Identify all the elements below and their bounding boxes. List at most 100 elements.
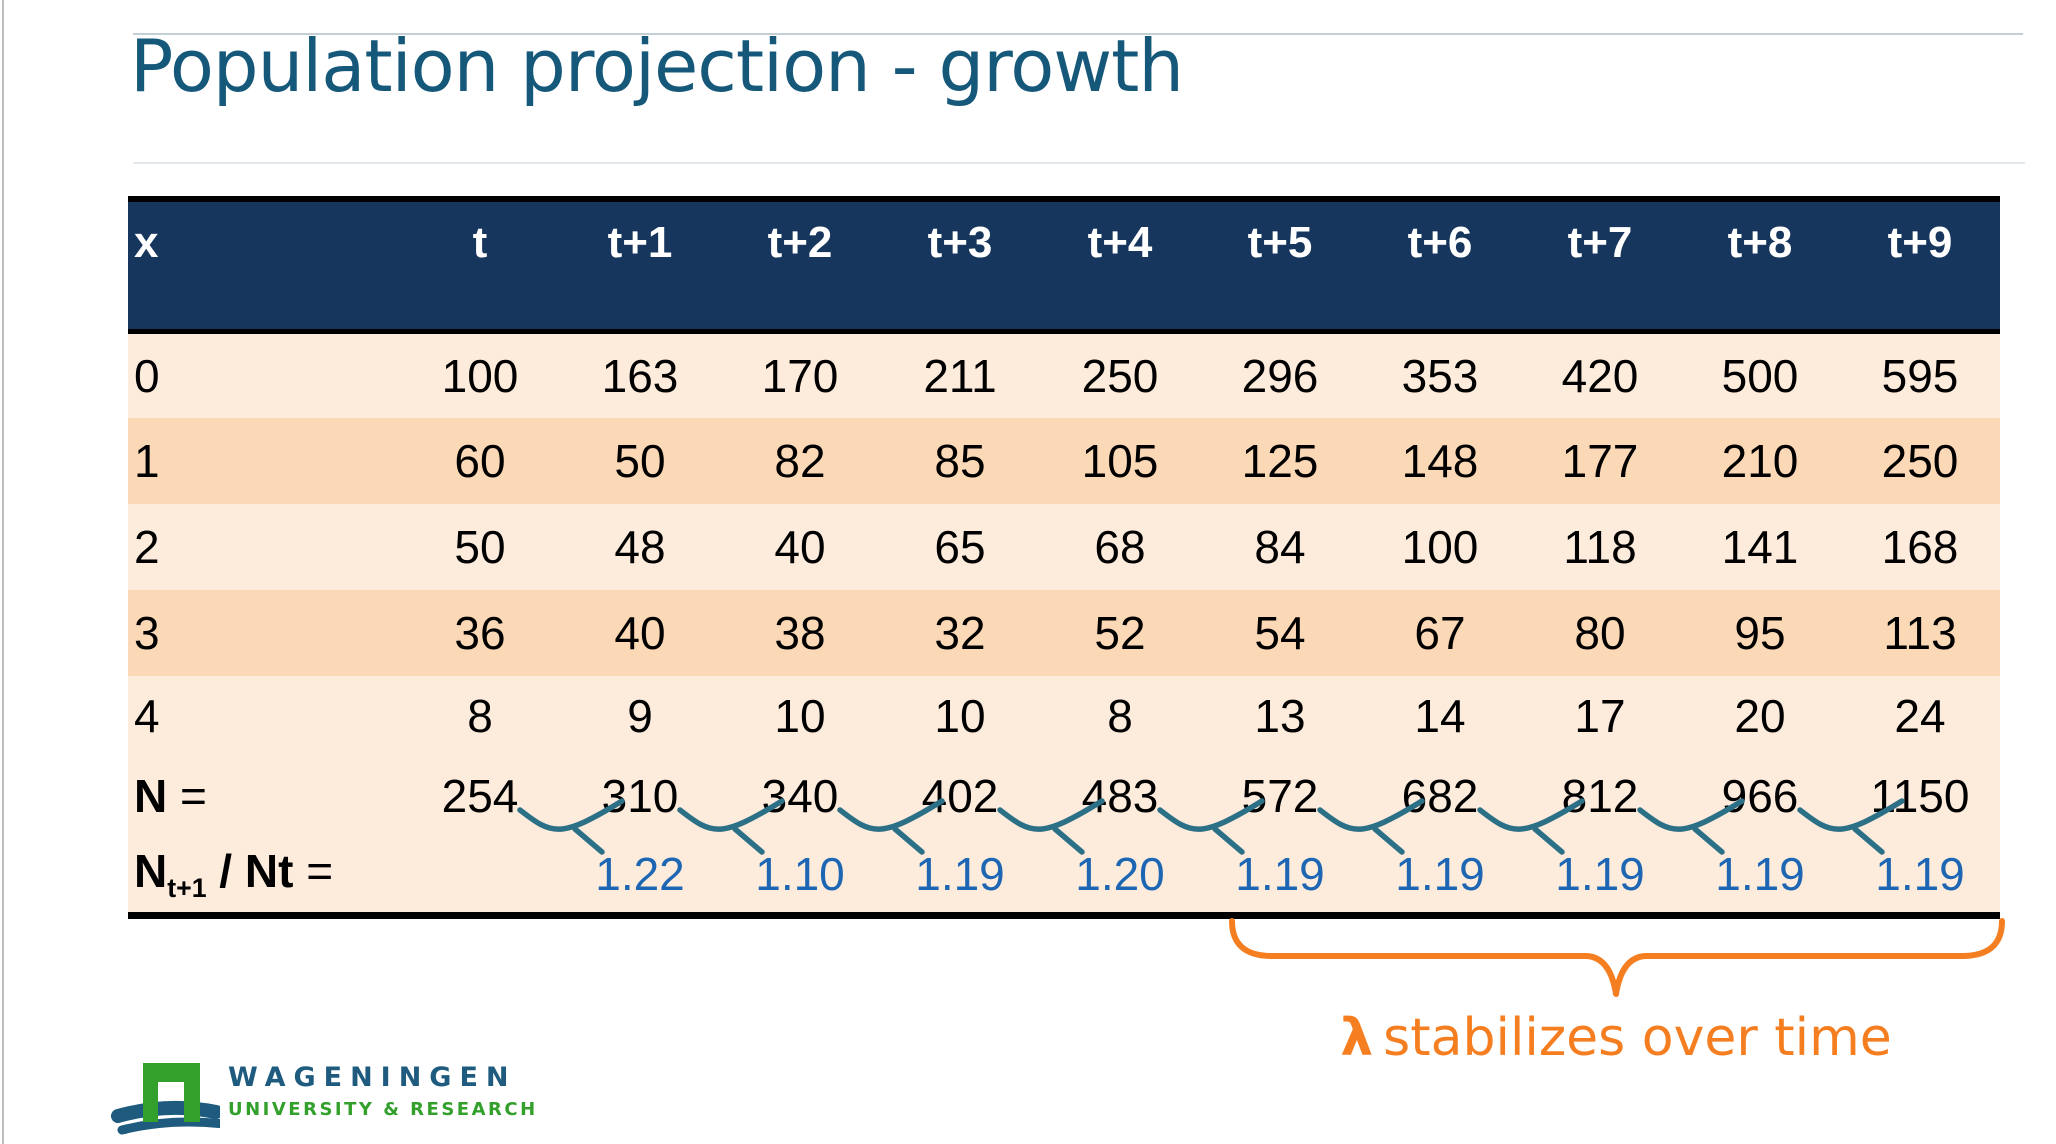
table-header-row: x t t+1 t+2 t+3 t+4 t+5 t+6 t+7 t+8 t+9 <box>128 199 2000 334</box>
title-rule-top <box>133 33 2023 35</box>
table-cell: 1.19 <box>1715 847 1805 900</box>
column-header-t+2: t+2 <box>720 199 880 334</box>
table-cell: 812 <box>1561 769 1639 822</box>
column-header-t+6: t+6 <box>1360 199 1520 334</box>
table-cell: 1.20 <box>1075 847 1165 900</box>
table-cell: 595 <box>1881 349 1959 402</box>
table-cell: 100 <box>1401 520 1479 573</box>
table-cell: 20 <box>1734 689 1786 742</box>
table-row: 1 60 50 82 85 105 125 148 177 210 250 <box>128 417 2000 504</box>
table-cell: 1.19 <box>1395 847 1485 900</box>
table-cell: 52 <box>1094 606 1146 659</box>
table-cell: 353 <box>1401 349 1479 402</box>
table-cell <box>400 836 560 916</box>
table-cell: 14 <box>1414 689 1466 742</box>
table-cell: 250 <box>1881 434 1959 487</box>
logo-swoosh <box>111 1100 220 1123</box>
table-cell: 50 <box>614 434 666 487</box>
column-header-t+7: t+7 <box>1520 199 1680 334</box>
table-cell: 40 <box>774 520 826 573</box>
table-cell: 8 <box>467 689 493 742</box>
table-cell: 1.10 <box>755 847 845 900</box>
table-row: 0 100 163 170 211 250 296 353 420 500 595 <box>128 331 2000 418</box>
logo-text-university: UNIVERSITY & RESEARCH <box>228 1099 538 1120</box>
table-row: 2 50 48 40 65 68 84 100 118 141 168 <box>128 503 2000 590</box>
table-cell: 340 <box>761 769 839 822</box>
table-cell: 210 <box>1721 434 1799 487</box>
column-header-t+8: t+8 <box>1680 199 1840 334</box>
table-cell: 118 <box>1563 520 1637 573</box>
column-header-t+4: t+4 <box>1040 199 1200 334</box>
column-header-t+3: t+3 <box>880 199 1040 334</box>
table-cell: 9 <box>627 689 653 742</box>
table-cell: 420 <box>1561 349 1639 402</box>
table-cell: 125 <box>1241 434 1319 487</box>
table-row: Nt+1 / Nt = 1.22 1.10 1.19 1.20 1.19 1.19 1.19 1… <box>128 835 2000 916</box>
page-title: Population projection - growth <box>130 24 1184 108</box>
table-cell: 163 <box>601 349 679 402</box>
table-cell: 82 <box>774 434 826 487</box>
table-cell: 254 <box>441 769 519 822</box>
slide-left-edge-line <box>2 0 4 1144</box>
logo-swoosh-lower <box>117 1117 220 1135</box>
table-cell: 250 <box>1081 349 1159 402</box>
wageningen-logo: WAGENINGEN UNIVERSITY & RESEARCH <box>100 1050 535 1144</box>
table-cell: 65 <box>934 520 986 573</box>
table-cell: 1.22 <box>595 847 685 900</box>
table-cell: 1.19 <box>1875 847 1965 900</box>
lambda-symbol: λ <box>1340 1008 1374 1068</box>
table-cell: 10 <box>934 689 986 742</box>
table-cell: 60 <box>454 434 506 487</box>
column-header-t+1: t+1 <box>560 199 720 334</box>
table-cell: 170 <box>761 349 839 402</box>
table-cell: 84 <box>1254 520 1306 573</box>
table-cell: 966 <box>1721 769 1799 822</box>
table-cell: 168 <box>1881 520 1959 573</box>
column-header-t+5: t+5 <box>1200 199 1360 334</box>
stabilization-bracket <box>1229 918 2005 997</box>
table-cell: 141 <box>1721 520 1799 573</box>
column-header-t: t <box>400 199 560 334</box>
table-cell: 17 <box>1574 689 1626 742</box>
table-cell: 500 <box>1721 349 1799 402</box>
logo-gate-icon <box>143 1063 200 1122</box>
table-cell: 8 <box>1107 689 1133 742</box>
lambda-annotation-text: stabilizes over time <box>1383 1008 1892 1068</box>
wageningen-logo-mark <box>111 1063 220 1135</box>
table-cell: 24 <box>1894 689 1946 742</box>
table-cell: 54 <box>1254 606 1306 659</box>
table-cell: 402 <box>921 769 999 822</box>
row-label: 3 <box>134 606 160 659</box>
title-rule-bottom <box>133 162 2025 164</box>
table-cell: 40 <box>614 606 666 659</box>
table-cell: 211 <box>923 349 997 402</box>
table-cell: 177 <box>1561 434 1639 487</box>
row-label: 1 <box>134 434 160 487</box>
table-cell: 68 <box>1094 520 1146 573</box>
table-cell: 1.19 <box>1555 847 1645 900</box>
table-cell: 1150 <box>1870 769 1970 822</box>
table-row: 3 36 40 38 32 52 54 67 80 95 113 <box>128 589 2000 676</box>
row-label: Nt+1 / Nt = <box>134 844 334 903</box>
table-cell: 1.19 <box>915 847 1005 900</box>
table-cell: 67 <box>1414 606 1466 659</box>
table-cell: 10 <box>774 689 826 742</box>
row-label: 4 <box>134 689 160 742</box>
table-cell: 148 <box>1401 434 1479 487</box>
table-cell: 38 <box>774 606 826 659</box>
table-cell: 80 <box>1574 606 1626 659</box>
table-cell: 113 <box>1883 606 1957 659</box>
table-cell: 1.19 <box>1235 847 1325 900</box>
table-cell: 483 <box>1081 769 1159 822</box>
table-cell: 13 <box>1254 689 1306 742</box>
logo-text-wageningen: WAGENINGEN <box>228 1062 517 1093</box>
row-label: 0 <box>134 349 160 402</box>
table-cell: 95 <box>1734 606 1786 659</box>
row-label: 2 <box>134 520 160 573</box>
table-cell: 85 <box>934 434 986 487</box>
table-cell: 310 <box>601 769 679 822</box>
table-cell: 572 <box>1241 769 1319 822</box>
table-row: 4 8 9 10 10 8 13 14 17 20 24 <box>128 675 2000 756</box>
table-cell: 105 <box>1081 434 1159 487</box>
